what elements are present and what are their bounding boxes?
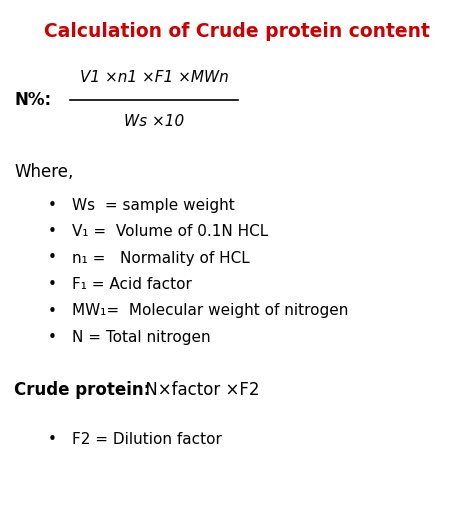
- Text: N%:: N%:: [15, 91, 52, 109]
- Text: V₁ =  Volume of 0.1N HCL: V₁ = Volume of 0.1N HCL: [72, 224, 268, 239]
- Text: N×factor ×F2: N×factor ×F2: [140, 381, 259, 399]
- Text: •: •: [47, 303, 56, 318]
- Text: Crude protein:: Crude protein:: [14, 381, 150, 399]
- Text: V1 ×n1 ×F1 ×MWn: V1 ×n1 ×F1 ×MWn: [80, 70, 228, 85]
- Text: Ws ×10: Ws ×10: [124, 114, 184, 129]
- Text: •: •: [47, 251, 56, 266]
- Text: •: •: [47, 433, 56, 448]
- Text: •: •: [47, 330, 56, 345]
- Text: n₁ =   Normality of HCL: n₁ = Normality of HCL: [72, 251, 250, 266]
- Text: Ws  = sample weight: Ws = sample weight: [72, 197, 235, 212]
- Text: N = Total nitrogen: N = Total nitrogen: [72, 330, 210, 345]
- Text: •: •: [47, 224, 56, 239]
- Text: •: •: [47, 277, 56, 292]
- Text: Calculation of Crude protein content: Calculation of Crude protein content: [44, 22, 430, 41]
- Text: F₁ = Acid factor: F₁ = Acid factor: [72, 277, 192, 292]
- Text: Where,: Where,: [14, 163, 73, 181]
- Text: •: •: [47, 197, 56, 212]
- Text: MW₁=  Molecular weight of nitrogen: MW₁= Molecular weight of nitrogen: [72, 303, 348, 318]
- Text: F2 = Dilution factor: F2 = Dilution factor: [72, 433, 222, 448]
